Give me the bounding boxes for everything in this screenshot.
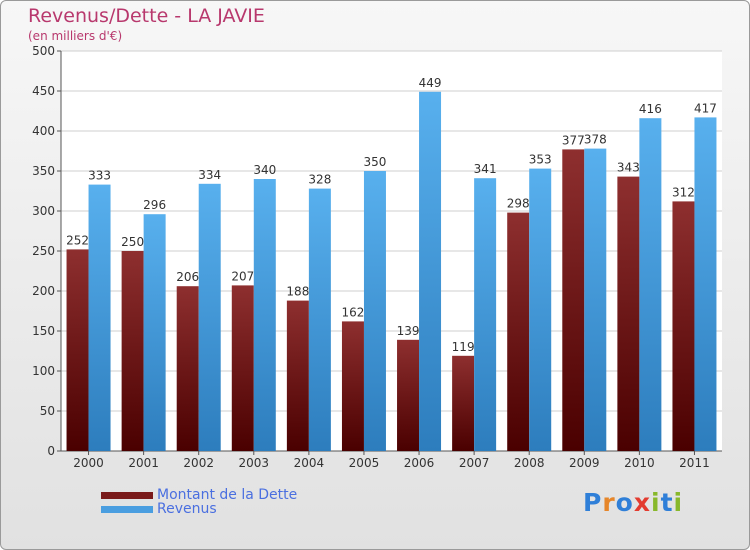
bar-dette <box>176 286 199 451</box>
legend-item-revenus: Revenus <box>101 502 217 516</box>
bar-dette <box>341 321 364 451</box>
data-label-revenus: 449 <box>419 76 442 90</box>
data-label-dette: 119 <box>452 340 475 354</box>
bar-revenus <box>529 168 552 451</box>
data-label-dette: 298 <box>507 197 530 211</box>
x-tick-label: 2010 <box>624 456 655 470</box>
data-label-revenus: 333 <box>88 169 111 183</box>
x-tick-label: 2009 <box>569 456 600 470</box>
proxiti-logo: Proxiti <box>583 488 684 517</box>
bar-dette <box>66 249 89 451</box>
bar-revenus <box>253 179 276 451</box>
data-label-dette: 162 <box>342 305 365 319</box>
bar-dette <box>507 212 530 451</box>
x-tick-label: 2011 <box>679 456 710 470</box>
y-tick-label: 0 <box>47 444 55 458</box>
y-tick-label: 50 <box>40 404 55 418</box>
bar-revenus <box>198 183 221 452</box>
x-tick-label: 2001 <box>128 456 159 470</box>
chart-subtitle: (en milliers d'€) <box>28 29 123 43</box>
data-label-dette: 343 <box>617 161 640 175</box>
data-label-dette: 139 <box>397 324 420 338</box>
data-label-revenus: 340 <box>253 163 276 177</box>
bar-revenus <box>639 118 662 451</box>
x-tick-label: 2006 <box>404 456 435 470</box>
bar-dette <box>397 339 420 451</box>
y-tick-label: 150 <box>32 324 55 338</box>
data-label-revenus: 378 <box>584 133 607 147</box>
data-label-revenus: 353 <box>529 153 552 167</box>
y-tick-label: 250 <box>32 244 55 258</box>
x-tick-label: 2003 <box>239 456 270 470</box>
x-tick-label: 2002 <box>183 456 214 470</box>
y-tick-label: 500 <box>32 44 55 58</box>
legend-label-dette: Montant de la Dette <box>157 487 298 503</box>
x-tick-label: 2000 <box>73 456 104 470</box>
data-label-revenus: 341 <box>474 162 497 176</box>
y-tick-label: 450 <box>32 84 55 98</box>
bar-revenus <box>584 148 607 451</box>
legend-swatch-dette <box>101 491 153 499</box>
bar-dette <box>286 300 309 451</box>
legend-label-revenus: Revenus <box>157 501 217 517</box>
bar-revenus <box>88 184 111 451</box>
chart-title: Revenus/Dette - LA JAVIE <box>28 5 265 27</box>
bar-dette <box>452 355 475 451</box>
data-label-dette: 206 <box>176 270 199 284</box>
bar-dette <box>121 251 144 451</box>
bar-dette <box>672 201 695 451</box>
bar-dette <box>617 176 640 451</box>
data-label-dette: 188 <box>286 285 309 299</box>
bar-revenus <box>308 188 331 451</box>
x-tick-label: 2005 <box>349 456 380 470</box>
data-label-dette: 312 <box>672 185 695 199</box>
bar-revenus <box>363 171 386 451</box>
data-label-revenus: 328 <box>308 173 331 187</box>
y-tick-label: 300 <box>32 204 55 218</box>
bar-revenus <box>694 117 717 452</box>
data-label-dette: 377 <box>562 133 585 147</box>
bar-revenus <box>143 214 166 451</box>
x-tick-label: 2008 <box>514 456 545 470</box>
data-label-revenus: 296 <box>143 198 166 212</box>
bar-revenus <box>419 91 442 452</box>
bar-dette <box>562 149 585 451</box>
y-tick-label: 200 <box>32 284 55 298</box>
legend-swatch-revenus <box>101 505 153 513</box>
x-tick-label: 2004 <box>294 456 325 470</box>
x-tick-label: 2007 <box>459 456 490 470</box>
data-label-revenus: 417 <box>694 101 717 115</box>
data-label-revenus: 416 <box>639 102 662 116</box>
legend-item-dette: Montant de la Dette <box>101 488 297 502</box>
bar-dette <box>231 285 254 451</box>
data-label-dette: 207 <box>231 269 254 283</box>
data-label-dette: 252 <box>66 233 89 247</box>
y-tick-label: 100 <box>32 364 55 378</box>
bar-revenus <box>474 178 497 451</box>
y-tick-label: 350 <box>32 164 55 178</box>
data-label-revenus: 334 <box>198 168 221 182</box>
data-label-dette: 250 <box>121 235 144 249</box>
y-tick-label: 400 <box>32 124 55 138</box>
data-label-revenus: 350 <box>364 155 387 169</box>
